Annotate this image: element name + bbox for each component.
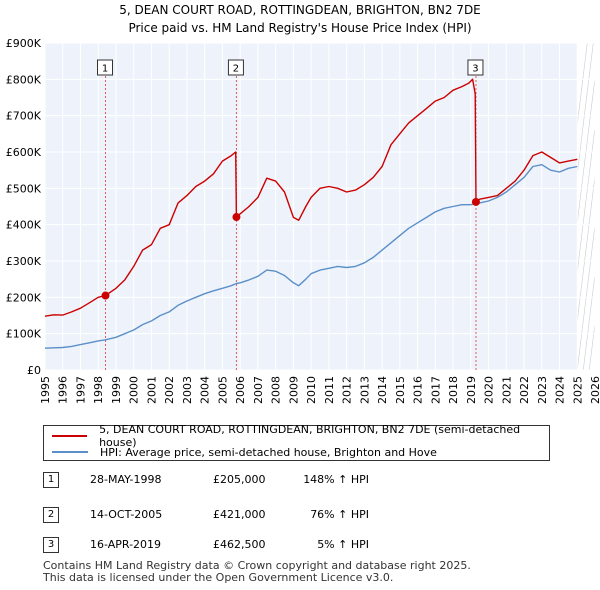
y-tick-label: £500K — [6, 182, 42, 195]
x-tick-label: 2002 — [163, 376, 176, 404]
sale-price: £421,000 — [213, 508, 266, 521]
x-tick-label: 2001 — [145, 376, 158, 404]
x-tick-label: 2021 — [500, 376, 513, 404]
x-tick-label: 2006 — [234, 376, 247, 404]
sale-label-box — [97, 59, 113, 76]
x-tick-label: 2018 — [447, 376, 460, 404]
forecast-hatch — [577, 75, 595, 226]
forecast-region — [577, 43, 595, 370]
x-tick-label: 2016 — [412, 376, 425, 404]
x-tick-label: 1996 — [57, 376, 70, 404]
forecast-hatch — [577, 43, 594, 177]
y-tick-label: £600K — [6, 146, 42, 159]
legend-swatch-hpi — [52, 451, 88, 453]
x-tick-label: 2015 — [394, 376, 407, 404]
x-tick-label: 1997 — [74, 376, 87, 404]
x-tick-label: 2010 — [305, 376, 318, 404]
forecast-hatch — [594, 369, 595, 370]
x-tick-label: 2007 — [252, 376, 265, 404]
forecast-hatch — [577, 222, 595, 370]
x-tick-label: 1998 — [92, 376, 105, 404]
x-tick-label: 1999 — [110, 376, 123, 404]
sale-label-number: 3 — [472, 64, 478, 75]
sale-row: 3 16-APR-2019 £462,500 5% ↑ HPI — [43, 537, 463, 555]
sale-date: 28-MAY-1998 — [90, 473, 162, 486]
x-tick-label: 2020 — [483, 376, 496, 404]
sale-point — [101, 291, 110, 300]
sale-price: £462,500 — [213, 538, 266, 551]
x-tick-label: 2019 — [465, 376, 478, 404]
legend-swatch-property — [52, 435, 88, 437]
legend-item-property: 5, DEAN COURT ROAD, ROTTINGDEAN, BRIGHTO… — [52, 423, 549, 449]
y-tick-label: £400K — [6, 219, 42, 232]
sale-row: 1 28-MAY-1998 £205,000 148% ↑ HPI — [43, 472, 463, 490]
sale-hpi-change: 76% ↑ HPI — [310, 508, 369, 521]
forecast-hatch — [577, 173, 595, 324]
footer-notice: Contains HM Land Registry data © Crown c… — [43, 560, 471, 584]
x-tick-label: 2003 — [181, 376, 194, 404]
y-tick-label: £300K — [6, 255, 42, 268]
sale-label-box — [467, 59, 484, 76]
x-tick-label: 2017 — [429, 376, 442, 404]
sale-hpi-change: 5% ↑ HPI — [317, 538, 369, 551]
x-tick-label: 2026 — [589, 376, 600, 404]
sale-label-number: 2 — [233, 64, 239, 75]
hpi-series-line — [44, 163, 578, 349]
sale-price: £205,000 — [213, 473, 266, 486]
sale-row: 2 14-OCT-2005 £421,000 76% ↑ HPI — [43, 507, 463, 525]
footer-line-copyright: Contains HM Land Registry data © Crown c… — [43, 559, 471, 572]
x-tick-label: 2022 — [518, 376, 531, 404]
plot-area — [45, 43, 595, 370]
y-tick-label: £0 — [27, 364, 41, 377]
sale-number-badge: 3 — [43, 537, 59, 553]
sale-date: 14-OCT-2005 — [90, 508, 163, 521]
x-tick-label: 2008 — [270, 376, 283, 404]
x-tick-label: 2004 — [199, 376, 212, 404]
y-tick-label: £200K — [6, 291, 42, 304]
x-tick-label: 2012 — [341, 376, 354, 404]
legend-label-property: 5, DEAN COURT ROAD, ROTTINGDEAN, BRIGHTO… — [99, 423, 521, 449]
forecast-hatch — [577, 124, 595, 275]
x-tick-label: 2005 — [216, 376, 229, 404]
x-tick-label: 2013 — [358, 376, 371, 404]
y-tick-label: £700K — [6, 110, 42, 123]
legend-label-hpi: HPI: Average price, semi-detached house,… — [100, 445, 437, 459]
y-tick-label: £900K — [6, 37, 42, 50]
sale-number-badge: 2 — [43, 507, 59, 523]
price-chart: 5, DEAN COURT ROAD, ROTTINGDEAN, BRIGHTO… — [6, 3, 600, 404]
footer-line-licence: This data is licensed under the Open Gov… — [43, 571, 394, 584]
x-tick-label: 2025 — [571, 376, 584, 404]
property-series-line — [44, 78, 578, 317]
sale-date: 16-APR-2019 — [90, 538, 162, 551]
chart-subtitle: Price paid vs. HM Land Registry's House … — [128, 21, 471, 35]
y-tick-label: £800K — [6, 73, 42, 86]
sale-number-badge: 1 — [43, 472, 59, 488]
x-tick-label: 2009 — [287, 376, 300, 404]
forecast-hatch — [582, 271, 595, 370]
legend-item-hpi: HPI: Average price, semi-detached house,… — [52, 444, 437, 460]
x-tick-label: 2011 — [323, 376, 336, 404]
chart-legend: 5, DEAN COURT ROAD, ROTTINGDEAN, BRIGHTO… — [43, 423, 550, 461]
forecast-hatch — [577, 43, 588, 128]
y-tick-label: £100K — [6, 328, 42, 341]
sale-label-box — [227, 59, 244, 76]
x-tick-label: 2023 — [536, 376, 549, 404]
x-tick-label: 2000 — [128, 376, 141, 404]
chart-title: 5, DEAN COURT ROAD, ROTTINGDEAN, BRIGHTO… — [119, 3, 481, 17]
sale-hpi-change: 148% ↑ HPI — [303, 473, 369, 486]
sale-point — [471, 197, 480, 206]
x-tick-label: 2024 — [554, 376, 567, 404]
sale-label-number: 1 — [102, 64, 108, 75]
sale-point — [232, 213, 241, 222]
x-tick-label: 2014 — [376, 376, 389, 404]
x-tick-label: 1995 — [39, 376, 52, 404]
